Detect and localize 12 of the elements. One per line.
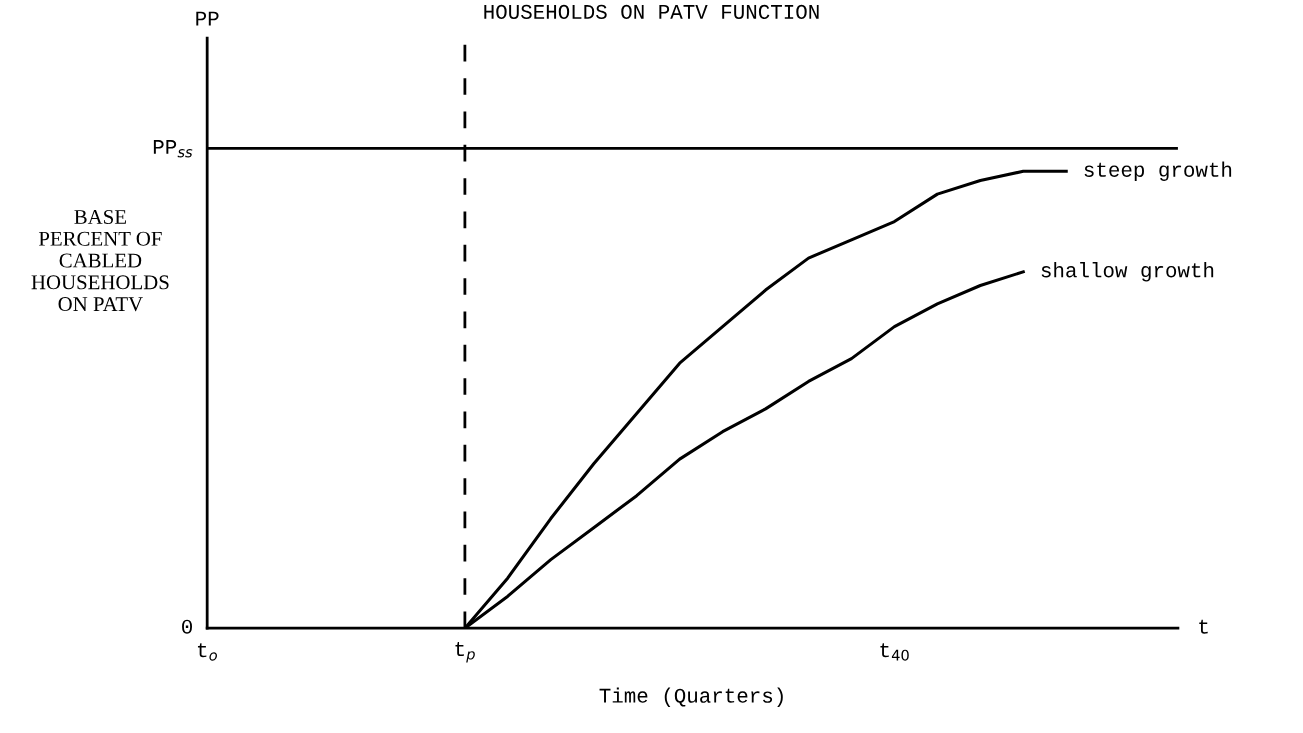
ref-line-label: PP$_{ss}$ [153,140,193,158]
series-label: steep growth [1084,161,1232,182]
x-tick-label: t$_{40}$ [880,643,909,661]
text: 0 [182,619,193,634]
series-label: shallow growth [1041,262,1214,282]
y-axis-title: BASE PERCENT OF CABLED HOUSEHOLDS ON PATV [31,209,169,312]
x-axis-title: Time (Quarters) [599,687,783,707]
text: PP [196,11,219,26]
x-tick-label: t$_{o}$ [197,643,217,661]
text: t [1199,619,1208,634]
chart-title: HOUSEHOLDS ON PATV FUNCTION [484,4,819,19]
x-tick-label: t$_{p}$ [455,642,475,663]
